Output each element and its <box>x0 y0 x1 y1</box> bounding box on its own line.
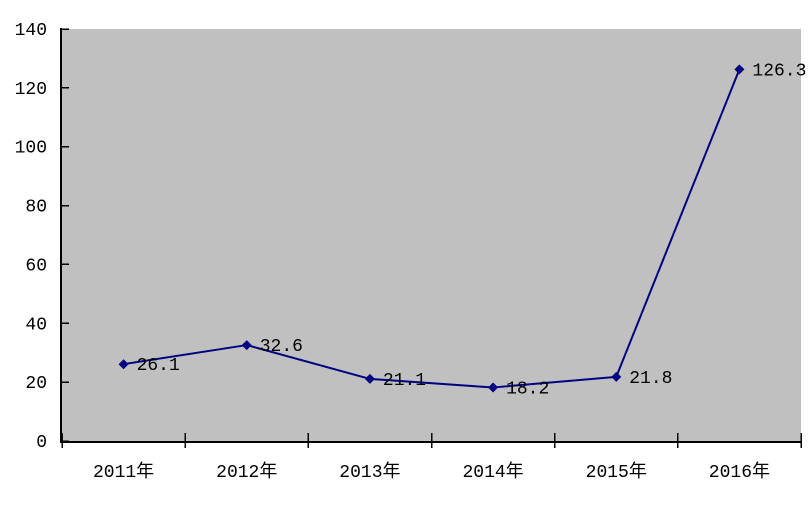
x-axis-tick-label: 2012年 <box>216 461 277 483</box>
data-point-label: 26.1 <box>137 356 180 376</box>
y-axis-tick-label: 100 <box>15 139 47 159</box>
x-axis-tick-label: 2015年 <box>586 461 647 483</box>
y-axis-tick-label: 40 <box>25 315 47 335</box>
data-point-label: 21.8 <box>629 369 672 389</box>
y-axis-tick-label: 20 <box>25 374 47 394</box>
y-axis-tick-label: 0 <box>36 433 47 453</box>
data-point-label: 126.3 <box>752 61 806 81</box>
data-point-marker <box>364 373 375 384</box>
data-point-marker <box>241 340 252 351</box>
data-point-label: 18.2 <box>506 379 549 399</box>
data-point-marker <box>118 359 129 370</box>
x-axis-tick-label: 2014年 <box>462 461 523 483</box>
data-line <box>122 68 741 389</box>
y-axis-tick-label: 60 <box>25 256 47 276</box>
y-axis-tick-label: 80 <box>25 198 47 218</box>
data-point-label: 21.1 <box>383 371 426 391</box>
x-axis-tick-label: 2013年 <box>339 461 400 483</box>
data-point-label: 32.6 <box>260 337 303 357</box>
y-axis-tick-label: 140 <box>15 21 47 41</box>
data-point-marker <box>488 382 499 393</box>
plot-area <box>62 29 801 441</box>
y-axis-tick-label: 120 <box>15 80 47 100</box>
data-point-marker <box>734 64 745 75</box>
data-point-marker <box>611 371 622 382</box>
x-axis-tick-label: 2016年 <box>709 461 770 483</box>
x-axis-tick-label: 2011年 <box>93 461 154 483</box>
